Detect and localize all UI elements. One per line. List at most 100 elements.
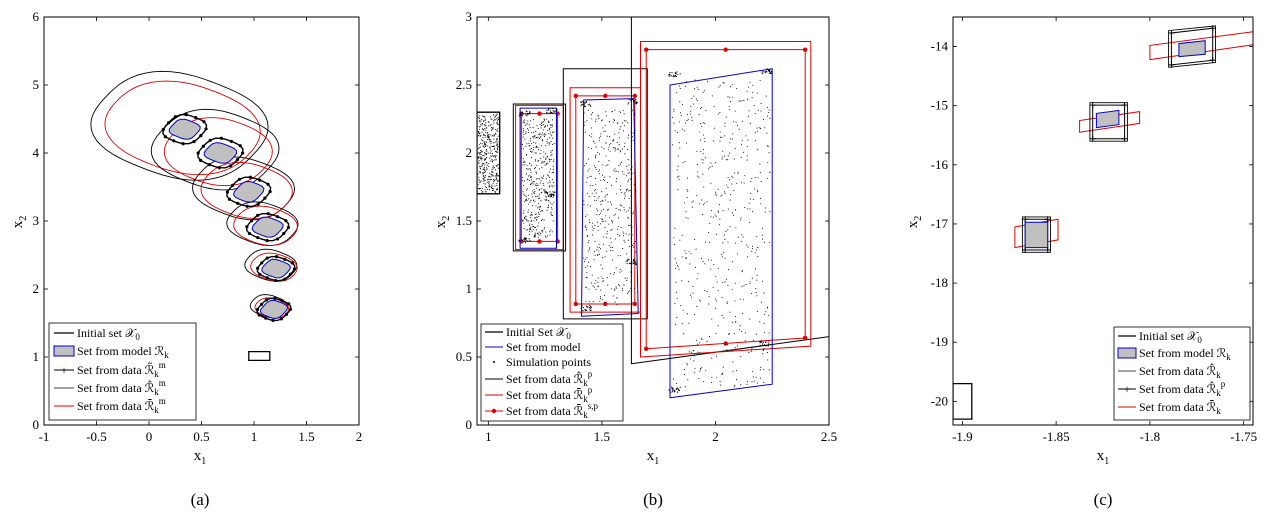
set-model-a-1 bbox=[203, 142, 238, 164]
sim-point-b bbox=[481, 187, 483, 189]
sim-point-b bbox=[488, 152, 490, 154]
sim-point-b bbox=[745, 283, 747, 285]
sim-point-b bbox=[601, 221, 603, 223]
sim-point-b bbox=[540, 157, 542, 160]
sim-point-b bbox=[530, 147, 532, 150]
sim-point-b bbox=[614, 288, 616, 290]
sim-point-b bbox=[620, 226, 622, 229]
sim-point-b bbox=[735, 379, 738, 381]
sim-point-b bbox=[584, 258, 586, 260]
sim-point-b bbox=[616, 234, 618, 236]
set-tilde-marker-a bbox=[292, 267, 297, 271]
set-model-a-3 bbox=[251, 216, 284, 238]
sim-point-b bbox=[625, 211, 627, 213]
sim-point-b bbox=[611, 288, 613, 290]
sim-point-b bbox=[596, 214, 598, 216]
set-model-a-5 bbox=[259, 299, 289, 319]
sim-point-b bbox=[551, 123, 553, 126]
sim-point-b bbox=[756, 295, 758, 297]
sim-point-b bbox=[737, 236, 739, 238]
sim-point-b bbox=[766, 68, 768, 70]
sim-point-b bbox=[763, 368, 765, 370]
initial-set-c bbox=[953, 382, 973, 420]
sim-point-b bbox=[719, 111, 721, 114]
sim-point-b bbox=[710, 182, 712, 184]
sim-point-b bbox=[712, 286, 714, 289]
sim-point-b bbox=[597, 281, 599, 283]
sim-point-b bbox=[497, 128, 499, 130]
sim-point-b bbox=[552, 195, 554, 197]
sim-point-b bbox=[626, 262, 628, 265]
sim-point-b bbox=[530, 138, 532, 140]
sim-point-b bbox=[746, 381, 748, 383]
sim-point-b bbox=[759, 163, 761, 165]
sim-point-b bbox=[674, 257, 676, 259]
sim-point-b bbox=[633, 246, 635, 248]
a-xtick-label: -0.5 bbox=[86, 429, 107, 444]
sim-point-b bbox=[768, 332, 770, 334]
sim-point-b bbox=[676, 71, 678, 73]
sim-point-b bbox=[492, 168, 494, 170]
set-tilde-marker-a bbox=[225, 190, 229, 194]
sim-point-b bbox=[623, 120, 625, 122]
sim-point-b bbox=[752, 245, 754, 247]
sim-point-b bbox=[526, 220, 528, 222]
sim-point-b bbox=[741, 139, 743, 141]
sim-point-b bbox=[749, 208, 751, 210]
sim-point-b bbox=[591, 274, 593, 276]
sim-point-b bbox=[764, 211, 766, 213]
sim-point-b bbox=[519, 237, 521, 239]
sim-point-b bbox=[590, 306, 593, 308]
sim-point-b bbox=[702, 153, 704, 155]
sim-point-b bbox=[552, 110, 554, 112]
set-tilde-marker-a bbox=[255, 266, 260, 270]
sim-point-b bbox=[610, 241, 612, 243]
sim-point-b bbox=[629, 189, 631, 191]
sim-point-b bbox=[485, 148, 488, 151]
sim-point-b bbox=[746, 159, 748, 161]
sim-point-b bbox=[487, 135, 489, 137]
sim-point-b bbox=[760, 110, 762, 112]
sim-point-b bbox=[479, 153, 481, 155]
sim-point-b bbox=[724, 192, 726, 194]
sim-point-b bbox=[588, 146, 590, 148]
sim-point-b bbox=[634, 129, 636, 131]
set-tilde-marker-a bbox=[284, 312, 289, 316]
sim-point-b bbox=[585, 309, 587, 311]
sim-point-b bbox=[583, 124, 586, 126]
sim-point-b bbox=[479, 167, 481, 169]
sim-point-b bbox=[668, 389, 670, 391]
sim-point-b bbox=[761, 72, 763, 75]
sim-point-b bbox=[618, 209, 620, 211]
sim-point-b bbox=[598, 140, 600, 142]
sim-point-b bbox=[600, 201, 602, 203]
sim-point-b bbox=[635, 101, 637, 103]
sim-point-b bbox=[484, 119, 486, 121]
sim-point-b bbox=[615, 193, 617, 195]
sim-point-b bbox=[536, 146, 538, 148]
sim-point-b bbox=[607, 181, 609, 184]
sim-point-b bbox=[698, 342, 701, 344]
sim-point-b bbox=[593, 259, 595, 261]
sim-point-b bbox=[527, 194, 529, 196]
sim-point-b bbox=[699, 352, 701, 354]
sim-point-b bbox=[539, 206, 541, 208]
sim-point-b bbox=[524, 124, 526, 126]
sim-point-b bbox=[754, 112, 756, 115]
sim-point-b bbox=[727, 284, 729, 286]
sim-point-b bbox=[497, 141, 499, 143]
sim-point-b bbox=[614, 238, 616, 240]
sim-point-b bbox=[537, 232, 539, 235]
sim-point-b bbox=[756, 310, 758, 312]
sim-point-b bbox=[538, 134, 540, 136]
a-ytick-label: 3 bbox=[33, 213, 40, 228]
sim-point-b bbox=[551, 203, 553, 205]
sim-point-b bbox=[696, 100, 699, 102]
sim-point-b bbox=[548, 186, 550, 188]
sim-point-b bbox=[612, 259, 614, 261]
c-ytick-label: -20 bbox=[931, 393, 948, 408]
sim-point-b bbox=[723, 234, 725, 236]
sim-point-b bbox=[485, 131, 487, 134]
sim-point-b bbox=[734, 300, 736, 302]
sim-point-b bbox=[496, 147, 499, 150]
